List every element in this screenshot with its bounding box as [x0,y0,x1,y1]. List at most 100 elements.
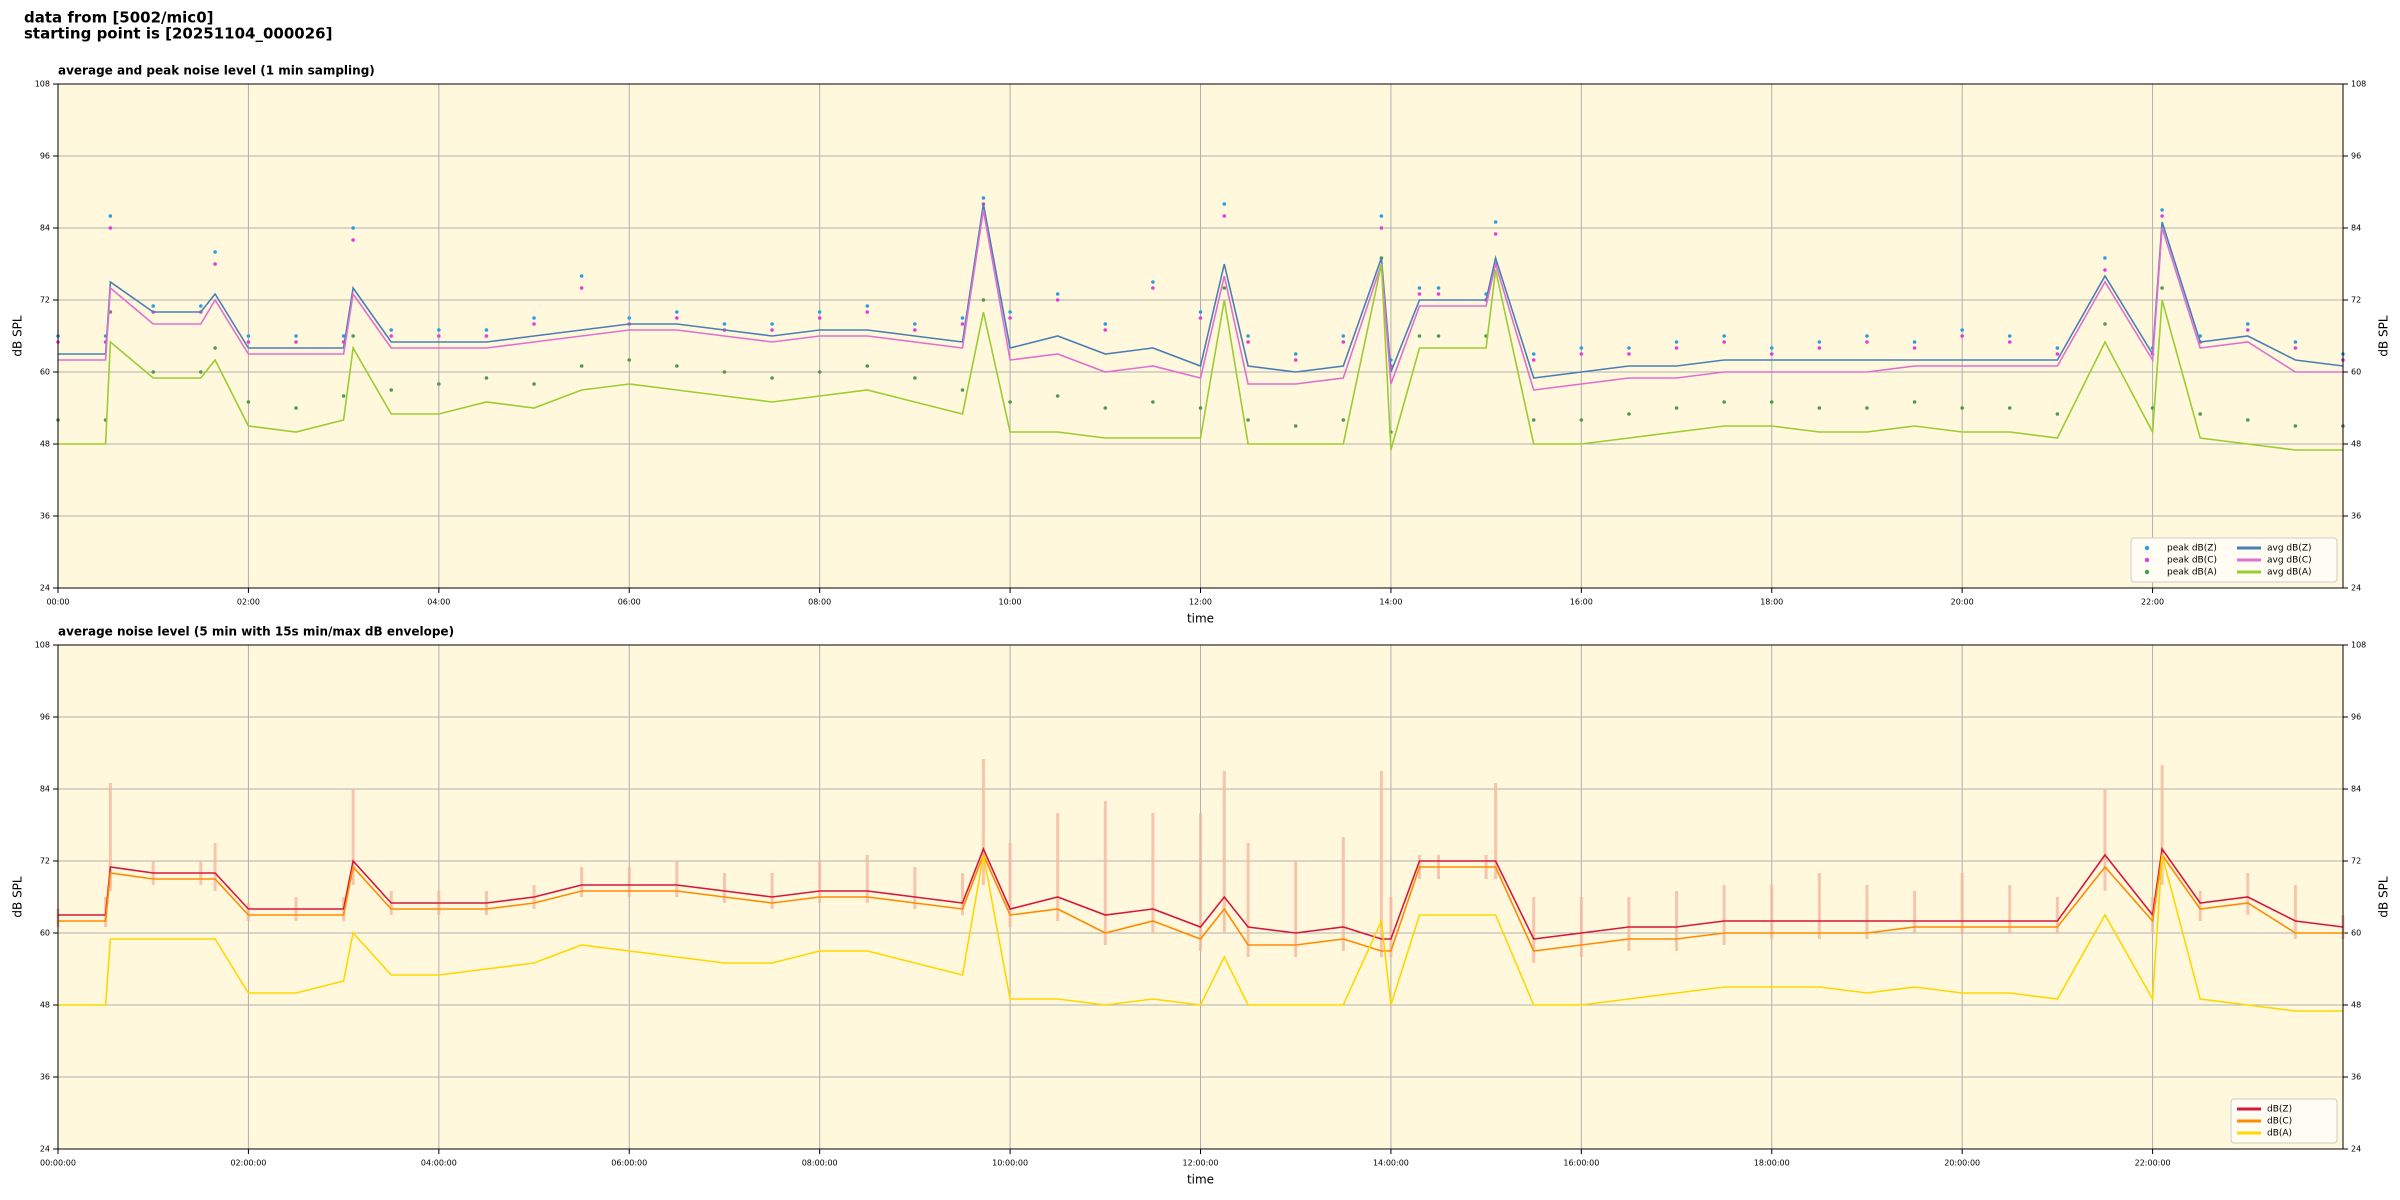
peak-point [1293,358,1298,362]
peak-point [1055,292,1060,296]
peak-point [2245,322,2250,326]
peak-point [389,388,394,392]
peak-point [770,328,774,332]
legend-label: dB(Z) [2267,1105,2292,1115]
peak-point [981,196,986,200]
peak-point [532,382,536,386]
y2-tick-label: 96 [2351,713,2361,722]
peak-point [770,322,774,326]
peak-point [389,334,394,338]
y-tick-label: 48 [40,1001,50,1010]
y-tick-label: 84 [40,785,50,794]
y2-tick-label: 96 [2351,152,2361,161]
y2-axis-label: dB SPL [2377,315,2391,357]
legend-label: dB(C) [2267,1117,2292,1127]
peak-point [1531,352,1536,356]
peak-point [817,316,822,320]
y2-tick-label: 84 [2351,224,2361,233]
y2-tick-label: 108 [2351,80,2366,89]
peak-point [1379,214,1384,218]
peak-point [1436,292,1441,296]
y-tick-label: 24 [40,584,50,593]
peak-point [351,238,355,242]
peak-point [1579,346,1584,350]
peak-point [1341,418,1346,422]
peak-point [1341,340,1346,344]
peak-point [981,298,986,302]
legend-label: peak dB(Z) [2167,544,2217,554]
peak-point [484,376,489,380]
peak-point [2160,286,2164,290]
peak-point [1151,286,1155,290]
x-tick-label: 16:00:00 [1563,1159,1599,1168]
peak-point [1246,418,1250,422]
peak-point [770,376,774,380]
y2-tick-label: 36 [2351,512,2361,521]
peak-point [1960,406,1964,410]
peak-point [2160,208,2164,212]
peak-point [1436,286,1441,290]
peak-point [1531,358,1536,362]
peak-point [579,274,584,278]
legend-box [2130,537,2338,583]
peak-point [1103,328,1108,332]
peak-point [1912,346,1917,350]
peak-point [1222,286,1227,290]
peak-point [294,406,298,410]
y2-tick-label: 72 [2351,296,2361,305]
peak-point [437,382,441,386]
peak-point [1198,310,1203,314]
y-tick-label: 108 [35,641,50,650]
peak-point [1674,346,1679,350]
y-tick-label: 36 [40,512,50,521]
peak-point [1103,406,1108,410]
peak-point [1293,424,1298,428]
peak-point [2007,340,2012,344]
y-axis-label: dB SPL [11,876,25,918]
peak-point [913,322,917,326]
x-tick-label: 08:00 [808,598,831,607]
peak-point [675,310,679,314]
legend-marker [2144,569,2150,575]
peak-point [865,304,870,308]
legend-marker [2144,557,2150,563]
x-tick-label: 08:00:00 [802,1159,838,1168]
plot-frame [57,83,2344,589]
x-axis-label: time [1187,1173,1214,1187]
peak-point [2055,346,2060,350]
header-line: data from [5002/mic0] [24,9,214,27]
header-line: starting point is [20251104_000026] [24,25,332,43]
peak-point [675,316,679,320]
peak-point [1769,346,1774,350]
peak-point [437,328,441,332]
y-tick-label: 96 [40,152,50,161]
x-tick-label: 00:00:00 [40,1159,76,1168]
peak-point [722,370,727,374]
peak-point [2293,424,2298,428]
x-tick-label: 04:00:00 [421,1159,457,1168]
y-tick-label: 96 [40,713,50,722]
x-tick-label: 22:00 [2141,598,2164,607]
peak-point [1055,394,1060,398]
y2-tick-label: 48 [2351,1001,2361,1010]
peak-point [199,370,203,374]
peak-point [1151,280,1155,284]
peak-point [722,322,727,326]
peak-point [1912,340,1917,344]
peak-point [1531,418,1536,422]
peak-point [2007,406,2012,410]
peak-point [1627,346,1631,350]
peak-point [865,310,870,314]
peak-point [1865,340,1869,344]
peak-point [1341,334,1346,338]
series-line [58,263,2343,451]
legend-label: avg dB(C) [2267,556,2312,566]
peak-point [2293,340,2298,344]
peak-point [151,370,156,374]
x-tick-label: 12:00:00 [1183,1159,1219,1168]
x-tick-label: 00:00 [46,598,69,607]
y-tick-label: 60 [40,368,50,377]
peak-point [1103,322,1108,326]
series-line [58,203,2344,379]
